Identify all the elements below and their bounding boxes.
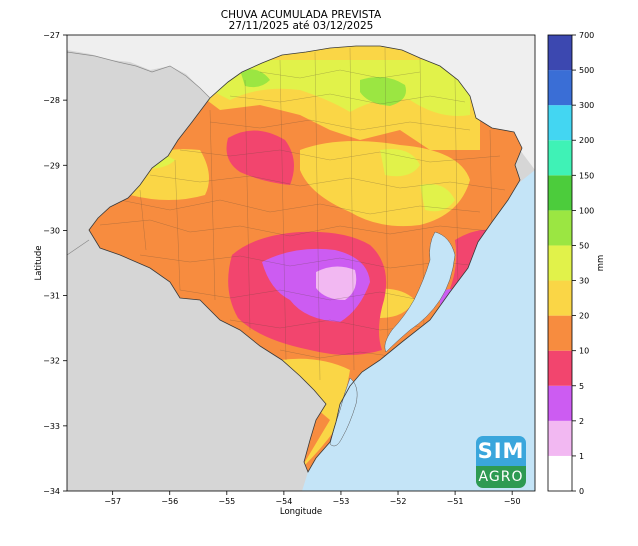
map-subtitle: 27/11/2025 até 03/12/2025 bbox=[228, 20, 374, 32]
colorbar-segment bbox=[548, 35, 572, 71]
colorbar-unit-label: mm bbox=[596, 255, 606, 272]
ocean bbox=[302, 170, 535, 491]
plot-frame bbox=[66, 34, 536, 492]
colorbar-segment bbox=[548, 420, 572, 456]
colorbar-tick-label: 0 bbox=[579, 487, 584, 496]
colorbar-tick-label: 150 bbox=[579, 171, 594, 180]
colorbar-tick-label: 700 bbox=[579, 31, 594, 40]
y-tick-label: −30 bbox=[43, 226, 60, 235]
colorbar-segment bbox=[548, 350, 572, 386]
y-tick-label: −28 bbox=[43, 96, 60, 105]
colorbar-tick-label: 30 bbox=[579, 277, 589, 286]
x-axis: −57 −56 −55 −54 −53 −52 −51 −50 bbox=[104, 491, 521, 506]
x-tick-label: −56 bbox=[161, 497, 178, 506]
colorbar-tick-label: 100 bbox=[579, 206, 594, 215]
colorbar-segment bbox=[548, 105, 572, 141]
colorbar-frame bbox=[547, 34, 573, 492]
colorbar-tick-label: 1 bbox=[579, 452, 584, 461]
colorbar-segment bbox=[548, 70, 572, 106]
x-tick-label: −55 bbox=[218, 497, 235, 506]
colorbar-segment bbox=[548, 315, 572, 351]
colorbar-segment bbox=[548, 245, 572, 281]
y-tick-label: −31 bbox=[43, 292, 60, 301]
colorbar-tick-label: 50 bbox=[579, 241, 589, 250]
x-tick-label: −54 bbox=[275, 497, 292, 506]
x-tick-label: −50 bbox=[504, 497, 521, 506]
lagoon-patos bbox=[384, 231, 456, 353]
colorbar-segment bbox=[548, 140, 572, 176]
y-tick-label: −29 bbox=[43, 161, 60, 170]
x-tick-label: −51 bbox=[447, 497, 464, 506]
y-tick-label: −32 bbox=[43, 357, 60, 366]
colorbar-tick-label: 20 bbox=[579, 312, 589, 321]
colorbar-segment bbox=[548, 175, 572, 211]
lagoon-mirim bbox=[329, 377, 358, 447]
colorbar-tick-label: 200 bbox=[579, 136, 594, 145]
colorbar-segment bbox=[548, 210, 572, 246]
y-axis-label: Latitude bbox=[34, 246, 44, 281]
map-title: CHUVA ACUMULADA PREVISTA bbox=[220, 9, 382, 21]
x-axis-label: Longitude bbox=[280, 507, 322, 517]
colorbar-tick-label: 2 bbox=[579, 417, 584, 426]
colorbar-segment bbox=[548, 385, 572, 421]
colorbar-segment bbox=[548, 455, 572, 491]
colorbar: 0 1 2 5 10 20 30 50 100 150 200 300 500 700 bbox=[547, 31, 594, 496]
logo-line-2: AGRO bbox=[476, 466, 526, 488]
y-axis: −27 −28 −29 −30 −31 −32 −33 −34 bbox=[43, 31, 67, 496]
logo-line-1: SIM bbox=[476, 436, 526, 466]
colorbar-tick-label: 300 bbox=[579, 101, 594, 110]
border-line-north bbox=[66, 51, 211, 99]
colorbar-tick-label: 5 bbox=[579, 382, 584, 391]
x-tick-label: −53 bbox=[333, 497, 350, 506]
x-tick-label: −52 bbox=[390, 497, 407, 506]
sim-agro-logo: SIM AGRO bbox=[476, 436, 526, 488]
municipal-boundaries bbox=[99, 47, 506, 381]
y-tick-label: −33 bbox=[43, 422, 60, 431]
colorbar-tick-label: 500 bbox=[579, 66, 594, 75]
y-tick-label: −27 bbox=[43, 31, 60, 40]
colorbar-segment bbox=[548, 280, 572, 316]
border-line-west bbox=[66, 239, 90, 256]
neighbor-land-north bbox=[67, 35, 535, 170]
y-tick-label: −34 bbox=[43, 487, 60, 496]
colorbar-tick-label: 10 bbox=[579, 347, 589, 356]
x-tick-label: −57 bbox=[104, 497, 121, 506]
